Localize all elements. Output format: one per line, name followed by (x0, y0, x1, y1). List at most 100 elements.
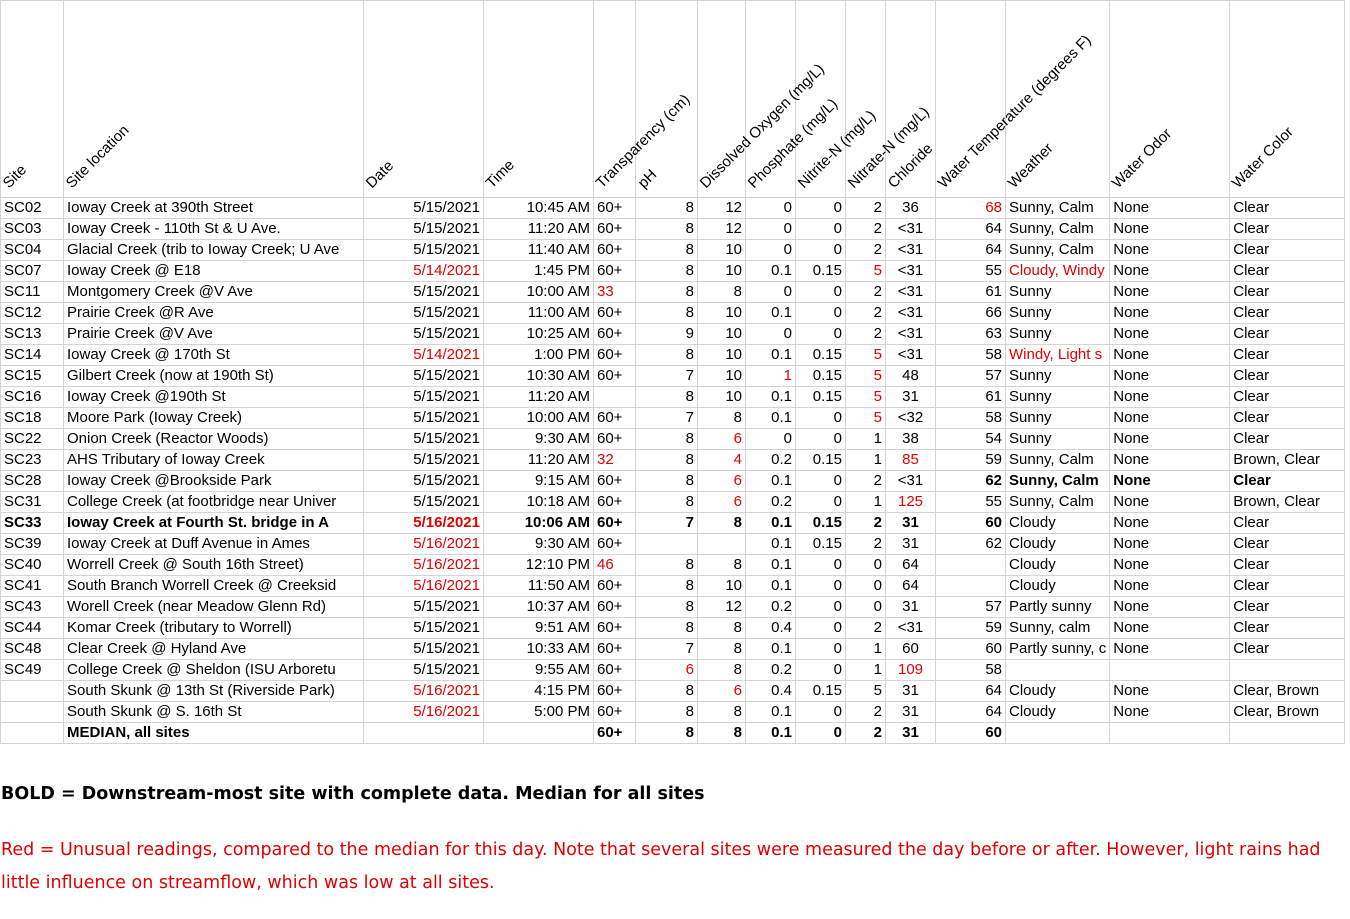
cell-do[interactable] (697, 533, 746, 555)
header-nitrate[interactable]: Nitrate-N (mg/L) (845, 0, 933, 198)
cell-location[interactable]: Glacial Creek (trib to Ioway Creek; U Av… (63, 239, 364, 261)
cell-odor[interactable]: None (1109, 491, 1231, 513)
cell-ph[interactable]: 8 (635, 701, 698, 723)
cell-site[interactable]: SC31 (0, 491, 64, 513)
cell-chloride[interactable]: <31 (885, 281, 936, 303)
cell-temp[interactable]: 57 (935, 365, 1006, 387)
cell-do[interactable]: 10 (697, 575, 746, 597)
cell-location[interactable]: South Skunk @ 13th St (Riverside Park) (63, 680, 364, 702)
cell-site[interactable]: SC41 (0, 575, 64, 597)
cell-date[interactable] (363, 722, 484, 744)
cell-date[interactable]: 5/15/2021 (363, 281, 484, 303)
cell-phosphate[interactable]: 0 (745, 323, 796, 345)
cell-transparency[interactable]: 60+ (593, 428, 636, 450)
cell-weather[interactable]: Cloudy, Windy (1004, 260, 1111, 282)
cell-date[interactable]: 5/16/2021 (363, 512, 484, 534)
cell-site[interactable]: SC04 (0, 239, 64, 261)
cell-transparency[interactable]: 60+ (593, 323, 636, 345)
cell-temp[interactable]: 64 (935, 701, 1006, 723)
cell-nitrate[interactable]: 2 (845, 470, 886, 492)
cell-odor[interactable]: None (1109, 218, 1231, 240)
cell-color[interactable]: Clear (1229, 302, 1346, 324)
cell-nitrate[interactable]: 5 (845, 680, 886, 702)
cell-do[interactable]: 8 (697, 512, 746, 534)
cell-color[interactable]: Clear (1229, 365, 1346, 387)
cell-phosphate[interactable]: 0 (745, 239, 796, 261)
cell-phosphate[interactable]: 0.1 (745, 407, 796, 429)
cell-do[interactable]: 8 (697, 554, 746, 576)
cell-color[interactable]: Clear (1229, 239, 1346, 261)
cell-color[interactable]: Brown, Clear (1229, 449, 1346, 471)
cell-date[interactable]: 5/15/2021 (363, 617, 484, 639)
cell-color[interactable]: Clear (1229, 344, 1346, 366)
cell-location[interactable]: College Creek @ Sheldon (ISU Arboretu (63, 659, 364, 681)
cell-odor[interactable]: None (1109, 323, 1231, 345)
cell-date[interactable]: 5/15/2021 (363, 449, 484, 471)
cell-color[interactable]: Clear (1229, 323, 1346, 345)
cell-ph[interactable]: 8 (635, 596, 698, 618)
cell-transparency[interactable]: 60+ (593, 617, 636, 639)
cell-color[interactable]: Clear (1229, 386, 1346, 408)
cell-chloride[interactable]: <31 (885, 344, 936, 366)
cell-site[interactable]: SC48 (0, 638, 64, 660)
cell-date[interactable]: 5/15/2021 (363, 428, 484, 450)
cell-odor[interactable]: None (1109, 470, 1231, 492)
cell-temp[interactable]: 61 (935, 281, 1006, 303)
cell-chloride[interactable]: 31 (885, 386, 936, 408)
cell-location[interactable]: Ioway Creek at Duff Avenue in Ames (63, 533, 364, 555)
cell-location[interactable]: MEDIAN, all sites (63, 722, 364, 744)
cell-chloride[interactable]: 31 (885, 596, 936, 618)
cell-odor[interactable]: None (1109, 407, 1231, 429)
cell-time[interactable]: 4:15 PM (483, 680, 594, 702)
cell-ph[interactable]: 8 (635, 344, 698, 366)
cell-color[interactable]: Clear, Brown (1229, 701, 1346, 723)
cell-nitrite[interactable]: 0.15 (795, 449, 846, 471)
cell-chloride[interactable]: 38 (885, 428, 936, 450)
cell-color[interactable] (1229, 659, 1346, 681)
cell-weather[interactable]: Sunny (1004, 323, 1111, 345)
cell-nitrite[interactable]: 0 (795, 722, 846, 744)
cell-nitrate[interactable]: 2 (845, 281, 886, 303)
cell-nitrate[interactable]: 2 (845, 302, 886, 324)
cell-temp[interactable]: 60 (935, 722, 1006, 744)
cell-nitrite[interactable]: 0 (795, 638, 846, 660)
cell-nitrite[interactable]: 0 (795, 470, 846, 492)
cell-phosphate[interactable]: 0.2 (745, 449, 796, 471)
cell-location[interactable]: Ioway Creek @190th St (63, 386, 364, 408)
cell-ph[interactable]: 7 (635, 638, 698, 660)
header-temp[interactable]: Water Temperature (degrees F) (935, 0, 1095, 198)
cell-phosphate[interactable]: 0 (745, 281, 796, 303)
cell-location[interactable]: Prairie Creek @R Ave (63, 302, 364, 324)
cell-color[interactable]: Clear (1229, 638, 1346, 660)
cell-site[interactable]: SC39 (0, 533, 64, 555)
cell-do[interactable]: 10 (697, 260, 746, 282)
cell-weather[interactable] (1004, 659, 1111, 681)
cell-date[interactable]: 5/15/2021 (363, 302, 484, 324)
cell-nitrite[interactable]: 0.15 (795, 365, 846, 387)
cell-location[interactable]: Gilbert Creek (now at 190th St) (63, 365, 364, 387)
cell-date[interactable]: 5/15/2021 (363, 323, 484, 345)
header-location[interactable]: Site location (63, 0, 364, 198)
cell-chloride[interactable]: <31 (885, 470, 936, 492)
cell-do[interactable]: 8 (697, 701, 746, 723)
cell-do[interactable]: 10 (697, 323, 746, 345)
cell-transparency[interactable]: 60+ (593, 239, 636, 261)
cell-odor[interactable] (1109, 722, 1231, 744)
cell-time[interactable]: 9:30 AM (483, 533, 594, 555)
cell-transparency[interactable]: 60+ (593, 260, 636, 282)
cell-transparency[interactable]: 60+ (593, 344, 636, 366)
cell-temp[interactable] (935, 554, 1006, 576)
cell-date[interactable]: 5/16/2021 (363, 575, 484, 597)
cell-odor[interactable]: None (1109, 638, 1231, 660)
header-date[interactable]: Date (363, 0, 484, 198)
cell-weather[interactable]: Sunny, Calm (1004, 491, 1111, 513)
cell-site[interactable] (0, 680, 64, 702)
cell-odor[interactable]: None (1109, 344, 1231, 366)
cell-color[interactable]: Clear (1229, 533, 1346, 555)
cell-do[interactable]: 8 (697, 659, 746, 681)
cell-date[interactable]: 5/16/2021 (363, 680, 484, 702)
cell-color[interactable]: Clear (1229, 218, 1346, 240)
cell-time[interactable]: 11:40 AM (483, 239, 594, 261)
cell-temp[interactable]: 60 (935, 638, 1006, 660)
cell-time[interactable] (483, 722, 594, 744)
